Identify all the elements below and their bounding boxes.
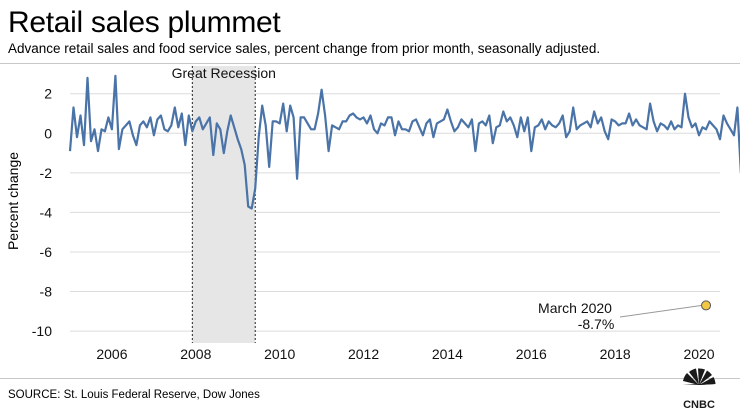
y-tick-layer: 2 0 -2 -4 -6 -8 -10: [32, 86, 52, 339]
x-tick-label: 2020: [683, 346, 714, 362]
annotation-layer: March 2020-8.7%: [538, 300, 712, 332]
y-tick-label: -10: [32, 323, 52, 339]
x-tick-label: 2018: [600, 346, 631, 362]
y-tick-label: -2: [40, 165, 53, 181]
footer-divider: [0, 378, 740, 379]
cnbc-logo: CNBC: [682, 368, 716, 411]
recession-label: Great Recession: [172, 65, 276, 81]
y-axis-label: Percent change: [5, 152, 21, 250]
retail-sales-line: [68, 74, 740, 210]
y-tick-label: 2: [44, 86, 52, 102]
y-tick-label: -8: [40, 284, 53, 300]
source-note: SOURCE: St. Louis Federal Reserve, Dow J…: [8, 389, 260, 401]
x-tick-label: 2016: [516, 346, 547, 362]
grid-layer: [70, 93, 720, 332]
y-tick-label: -6: [40, 244, 53, 260]
annotation-leader: [619, 304, 703, 318]
series-layer: [68, 74, 740, 210]
x-tick-label: 2010: [264, 346, 295, 362]
chart-subtitle: Advance retail sales and food service sa…: [8, 41, 601, 56]
annotation-value: -8.7%: [578, 316, 615, 332]
shade-layer: Great Recession: [172, 65, 276, 343]
x-tick-label: 2006: [96, 346, 127, 362]
march-2020-marker: [701, 300, 712, 311]
x-tick-label: 2008: [180, 346, 211, 362]
x-tick-label: 2012: [348, 346, 379, 362]
y-tick-label: 0: [44, 125, 52, 141]
chart-title: Retail sales plummet: [8, 6, 281, 39]
x-tick-label: 2014: [432, 346, 463, 362]
header-divider: [0, 63, 740, 64]
y-tick-label: -4: [40, 204, 53, 220]
x-tick-layer: 2006 2008 2010 2012 2014 2016 2018 2020: [96, 346, 714, 362]
annotation-label: March 2020: [538, 300, 612, 316]
logo-wordmark: CNBC: [683, 399, 715, 411]
line-chart: Great Recession 20-2-4-6-8-10 2006 2008 20…: [5, 65, 740, 362]
recession-shade: [192, 66, 256, 343]
